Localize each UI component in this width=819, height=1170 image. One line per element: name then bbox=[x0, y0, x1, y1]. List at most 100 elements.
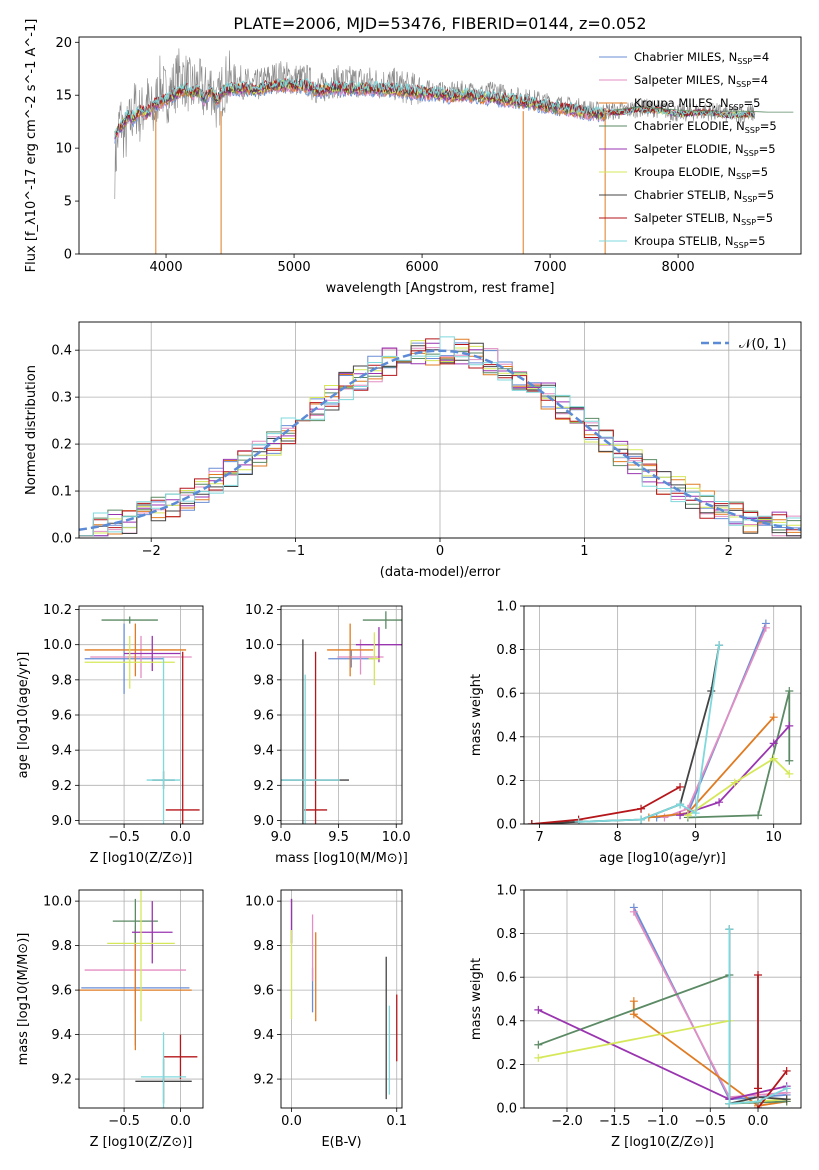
data-point-marker bbox=[754, 1097, 763, 1106]
x-axis-label: (data-model)/error bbox=[380, 565, 501, 580]
line-chabrier-miles bbox=[656, 623, 767, 819]
y-tick-label: 0.4 bbox=[496, 730, 517, 745]
y-tick-label: 9.6 bbox=[253, 984, 274, 999]
y-axis-label: mass weight bbox=[469, 958, 484, 1040]
chart-spectrum: 4000 5000 6000 7000 8000 0 5 10 15 20 wavelength [… bbox=[24, 19, 802, 296]
data-point-marker bbox=[761, 623, 770, 632]
data-point-marker bbox=[676, 811, 685, 820]
y-tick-label: 9.2 bbox=[51, 779, 72, 794]
x-tick-label: 8 bbox=[613, 830, 621, 845]
y-tick-label: 0.4 bbox=[51, 344, 72, 359]
y-tick-label: 10.2 bbox=[245, 603, 274, 618]
x-axis-label: age [log10(age/yr)] bbox=[599, 851, 726, 866]
x-tick-label: −1.0 bbox=[647, 1114, 679, 1129]
axes-frame bbox=[78, 36, 802, 255]
errorbar-kroupa-stelib bbox=[141, 1032, 187, 1108]
data-point-marker bbox=[785, 756, 794, 765]
errorbar-kroupa-elodie bbox=[107, 890, 175, 1022]
errorbar-chabrier-elodie bbox=[101, 616, 158, 624]
x-tick-label: −2 bbox=[142, 544, 161, 559]
x-tick-label: −1 bbox=[286, 544, 305, 559]
line-chabrier-stelib bbox=[531, 645, 720, 824]
data-point-marker bbox=[785, 687, 794, 696]
data-point-marker bbox=[754, 811, 763, 820]
y-tick-label: 10.0 bbox=[43, 638, 72, 653]
legend-label: Kroupa MILES, NSSP=5 bbox=[634, 96, 760, 112]
x-axis-label: E(B-V) bbox=[321, 1135, 361, 1150]
y-tick-label: 9.6 bbox=[51, 984, 72, 999]
data-point-marker bbox=[534, 1005, 543, 1014]
y-tick-label: 9.6 bbox=[51, 709, 72, 724]
data-point-marker bbox=[534, 1040, 543, 1049]
y-tick-label: 10.0 bbox=[245, 895, 274, 910]
spectrum-model-red-chabrier-stelib bbox=[607, 106, 755, 120]
y-tick-label: 10 bbox=[55, 142, 72, 157]
plot-area bbox=[114, 48, 794, 254]
x-tick-label: 0.0 bbox=[170, 1114, 191, 1129]
plot-area bbox=[527, 619, 794, 824]
x-axis-label: wavelength [Angstrom, rest frame] bbox=[326, 281, 555, 296]
data-point-marker bbox=[715, 798, 724, 807]
data-point-marker bbox=[782, 1066, 791, 1075]
x-tick-label: −0.5 bbox=[694, 1114, 726, 1129]
chart-mass-weight-vs-age: 7 8 9 10 0.0 0.2 0.4 0.6 0.8 1.0 age [log10(age/yr… bbox=[469, 600, 802, 866]
errorbar-salpeter-stelib bbox=[163, 1034, 198, 1080]
histogram-kroupa-stelib bbox=[79, 336, 801, 537]
x-tick-label: −0.5 bbox=[108, 830, 140, 845]
x-tick-label: 6000 bbox=[406, 260, 439, 275]
legend-label: Kroupa STELIB, NSSP=5 bbox=[634, 234, 765, 250]
x-tick-label: 4000 bbox=[150, 260, 183, 275]
chart-mass-vs-Z: −0.5 0.0 9.2 9.4 9.6 9.8 10.0 Z [log10(Z/Z⊙)] ma… bbox=[16, 889, 204, 1150]
legend-label: Salpeter ELODIE, NSSP=5 bbox=[634, 142, 776, 158]
plot-area bbox=[290, 898, 398, 1100]
x-tick-label: 1 bbox=[580, 544, 588, 559]
data-point-marker bbox=[676, 782, 685, 791]
legend: 𝒩(0, 1) bbox=[701, 337, 786, 352]
y-axis-label: mass [log10(M/M⊙)] bbox=[16, 933, 31, 1066]
x-tick-label: 7000 bbox=[534, 260, 567, 275]
x-tick-label: 9.0 bbox=[271, 830, 292, 845]
errorbar-kroupa-miles bbox=[327, 623, 374, 677]
errorbar-kroupa-miles bbox=[84, 623, 187, 677]
y-tick-label: 0 bbox=[64, 248, 72, 263]
plot-area bbox=[79, 890, 198, 1108]
errorbar-chabrier-elodie bbox=[362, 611, 402, 629]
y-axis-label: Flux [f_λ10^-17 erg cm^-2 s^-1 A^-1] bbox=[24, 19, 39, 273]
x-axis-label: Z [log10(Z/Z⊙)] bbox=[611, 1135, 714, 1150]
x-tick-label: 9 bbox=[692, 830, 700, 845]
plot-area bbox=[79, 336, 801, 537]
x-tick-label: 0.0 bbox=[281, 1114, 302, 1129]
y-tick-label: 0.6 bbox=[496, 971, 517, 986]
data-point-marker bbox=[769, 739, 778, 748]
errorbar-kroupa-elodie bbox=[368, 632, 381, 686]
legend-label: Chabrier ELODIE, NSSP=5 bbox=[634, 119, 777, 135]
normal-reference-curve bbox=[79, 349, 801, 532]
x-tick-label: 7 bbox=[535, 830, 543, 845]
data-point-marker bbox=[683, 811, 692, 820]
data-point-marker bbox=[629, 997, 638, 1006]
data-point-marker bbox=[782, 1095, 791, 1104]
y-tick-label: 20 bbox=[55, 36, 72, 51]
y-tick-label: 0.4 bbox=[496, 1014, 517, 1029]
y-tick-label: 10.2 bbox=[43, 603, 72, 618]
errorbar-kroupa-stelib bbox=[146, 656, 181, 824]
y-axis-label: Normed distribution bbox=[24, 365, 39, 495]
data-point-marker bbox=[629, 1010, 638, 1019]
data-point-marker bbox=[785, 769, 794, 778]
data-point-marker bbox=[707, 687, 716, 696]
y-tick-label: 10.0 bbox=[245, 638, 274, 653]
data-point-marker bbox=[534, 1053, 543, 1062]
y-tick-label: 1.0 bbox=[496, 600, 517, 615]
y-axis-label: age [log10(age/yr)] bbox=[16, 652, 31, 779]
axes-frame bbox=[78, 889, 204, 1109]
y-tick-label: 1.0 bbox=[496, 884, 517, 899]
y-tick-label: 0.2 bbox=[51, 438, 72, 453]
y-tick-label: 9.2 bbox=[51, 1073, 72, 1088]
y-tick-label: 9.8 bbox=[51, 939, 72, 954]
y-tick-label: 0.2 bbox=[496, 1058, 517, 1073]
y-tick-label: 9.8 bbox=[253, 673, 274, 688]
y-tick-label: 0.0 bbox=[51, 532, 72, 547]
y-tick-label: 0.2 bbox=[496, 774, 517, 789]
legend-label: Salpeter MILES, NSSP=4 bbox=[634, 73, 768, 89]
